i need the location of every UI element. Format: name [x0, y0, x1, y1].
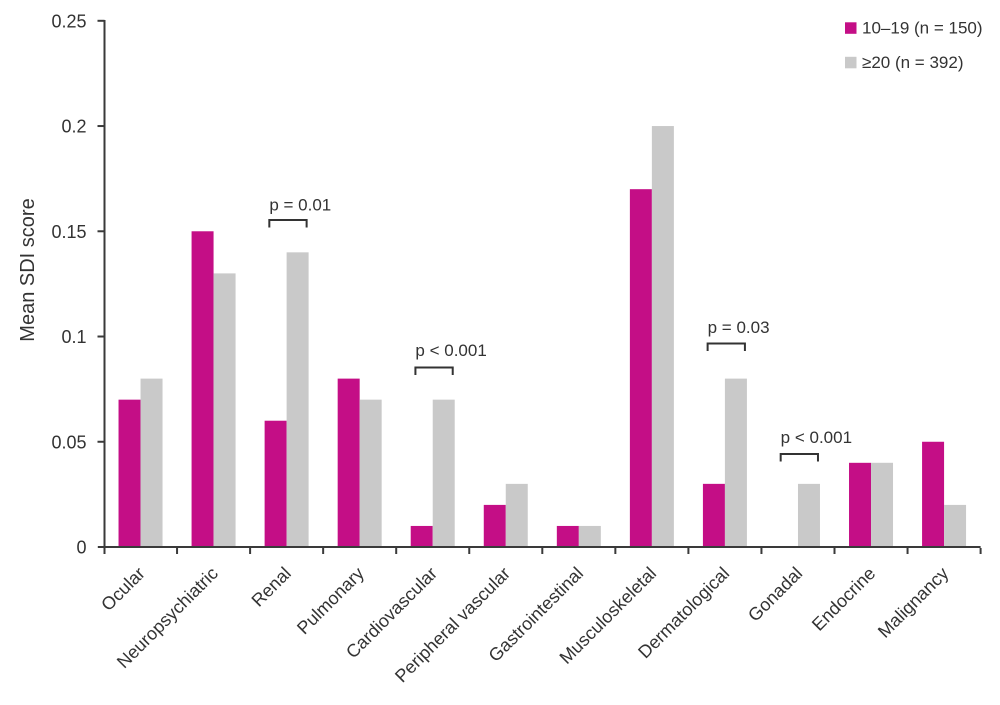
svg-text:0.05: 0.05	[51, 432, 86, 452]
svg-text:0.25: 0.25	[51, 11, 86, 31]
svg-text:0.2: 0.2	[61, 117, 86, 137]
svg-text:p = 0.03: p = 0.03	[708, 318, 770, 337]
svg-text:0.15: 0.15	[51, 222, 86, 242]
svg-text:0: 0	[76, 538, 86, 558]
svg-text:p < 0.001: p < 0.001	[415, 341, 486, 360]
svg-text:p < 0.001: p < 0.001	[781, 428, 852, 447]
svg-text:Mean SDI score: Mean SDI score	[17, 198, 39, 341]
svg-text:p = 0.01: p = 0.01	[269, 196, 331, 215]
svg-text:≥20 (n = 392): ≥20 (n = 392)	[862, 53, 963, 72]
svg-text:10–19 (n = 150): 10–19 (n = 150)	[862, 19, 983, 38]
svg-text:0.1: 0.1	[61, 327, 86, 347]
